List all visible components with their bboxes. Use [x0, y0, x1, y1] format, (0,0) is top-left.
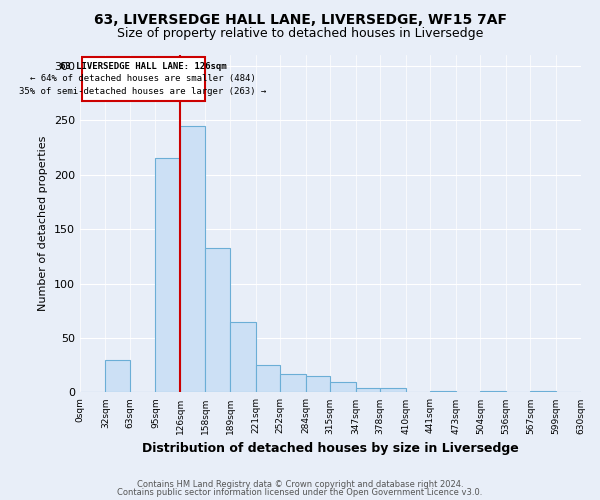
Bar — [180, 126, 205, 392]
Bar — [155, 158, 180, 392]
Text: Contains HM Land Registry data © Crown copyright and database right 2024.: Contains HM Land Registry data © Crown c… — [137, 480, 463, 489]
Bar — [380, 388, 406, 392]
Text: ← 64% of detached houses are smaller (484): ← 64% of detached houses are smaller (48… — [30, 74, 256, 84]
Bar — [305, 376, 330, 392]
Text: 35% of semi-detached houses are larger (263) →: 35% of semi-detached houses are larger (… — [19, 86, 267, 96]
Text: Size of property relative to detached houses in Liversedge: Size of property relative to detached ho… — [117, 28, 483, 40]
Text: 63, LIVERSEDGE HALL LANE, LIVERSEDGE, WF15 7AF: 63, LIVERSEDGE HALL LANE, LIVERSEDGE, WF… — [94, 12, 506, 26]
FancyBboxPatch shape — [82, 57, 205, 100]
Y-axis label: Number of detached properties: Number of detached properties — [38, 136, 49, 312]
Bar — [356, 388, 380, 392]
Bar — [205, 248, 230, 392]
Text: Contains public sector information licensed under the Open Government Licence v3: Contains public sector information licen… — [118, 488, 482, 497]
Text: 63 LIVERSEDGE HALL LANE: 126sqm: 63 LIVERSEDGE HALL LANE: 126sqm — [60, 62, 226, 72]
X-axis label: Distribution of detached houses by size in Liversedge: Distribution of detached houses by size … — [142, 442, 518, 455]
Bar — [280, 374, 305, 392]
Bar — [256, 365, 280, 392]
Bar — [230, 322, 256, 392]
Bar — [106, 360, 130, 392]
Bar — [330, 382, 356, 392]
